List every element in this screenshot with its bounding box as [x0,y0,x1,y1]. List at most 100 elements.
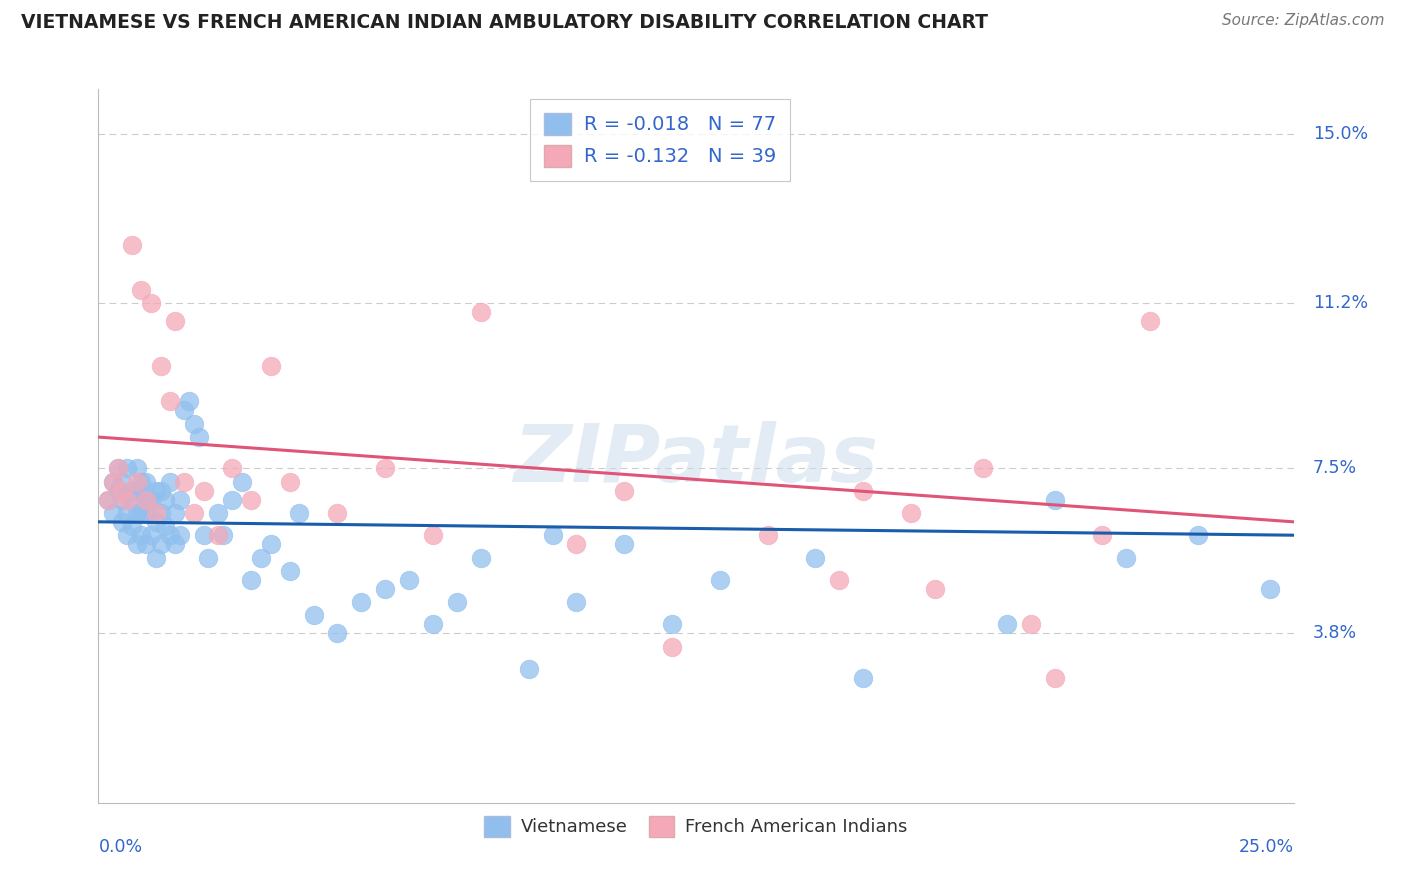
Point [374,582,396,596]
Point [756,528,779,542]
Point [804,550,827,565]
Point [221,492,243,507]
Point [101,506,124,520]
Point [1139,314,1161,328]
Point [139,528,162,542]
Point [169,528,191,542]
Point [135,475,157,489]
Text: 11.2%: 11.2% [1313,294,1368,312]
Point [197,550,219,565]
Point [278,564,301,578]
Point [900,506,922,520]
Point [240,492,263,507]
Point [163,314,186,328]
Point [613,537,636,551]
Point [173,475,195,489]
Point [145,483,167,498]
Text: 7.5%: 7.5% [1313,459,1357,477]
Point [135,537,157,551]
Point [852,671,875,685]
Point [828,573,851,587]
Text: 0.0%: 0.0% [98,838,142,856]
Point [173,403,195,417]
Point [207,506,229,520]
Point [125,475,148,489]
Point [231,475,253,489]
Text: ZIPatlas: ZIPatlas [513,421,879,500]
Point [131,528,153,542]
Point [179,394,201,409]
Point [565,537,588,551]
Point [97,492,120,507]
Point [145,506,167,520]
Point [924,582,946,596]
Text: Source: ZipAtlas.com: Source: ZipAtlas.com [1222,13,1385,29]
Point [326,626,349,640]
Point [139,492,162,507]
Point [350,595,373,609]
Point [131,283,153,297]
Point [259,359,281,373]
Point [149,483,172,498]
Point [302,608,325,623]
Point [852,483,875,498]
Point [101,475,124,489]
Text: 15.0%: 15.0% [1313,125,1368,143]
Legend: Vietnamese, French American Indians: Vietnamese, French American Indians [477,808,915,844]
Point [211,528,233,542]
Point [107,461,129,475]
Point [97,492,120,507]
Point [155,492,177,507]
Point [125,461,148,475]
Point [101,475,124,489]
Point [107,483,129,498]
Point [326,506,349,520]
Point [374,461,396,475]
Point [193,528,215,542]
Point [422,528,444,542]
Point [1019,617,1042,632]
Point [187,430,209,444]
Point [115,528,138,542]
Point [278,475,301,489]
Point [145,515,167,529]
Point [125,483,148,498]
Point [111,492,134,507]
Point [155,519,177,533]
Point [159,394,181,409]
Point [135,492,157,507]
Point [115,506,138,520]
Point [111,483,134,498]
Point [111,475,134,489]
Text: VIETNAMESE VS FRENCH AMERICAN INDIAN AMBULATORY DISABILITY CORRELATION CHART: VIETNAMESE VS FRENCH AMERICAN INDIAN AMB… [21,13,988,32]
Point [149,359,172,373]
Point [159,528,181,542]
Point [131,475,153,489]
Point [565,595,588,609]
Point [169,492,191,507]
Point [613,483,636,498]
Point [995,617,1018,632]
Point [111,515,134,529]
Point [661,617,683,632]
Point [446,595,468,609]
Point [1043,492,1066,507]
Point [135,492,157,507]
Point [221,461,243,475]
Point [1115,550,1137,565]
Point [145,550,167,565]
Point [207,528,229,542]
Point [1187,528,1209,542]
Point [163,537,186,551]
Point [125,506,148,520]
Point [183,506,205,520]
Point [1091,528,1114,542]
Point [398,573,420,587]
Point [661,640,683,654]
Point [121,483,143,498]
Point [121,492,143,507]
Point [139,296,162,310]
Point [288,506,311,520]
Point [149,506,172,520]
Point [183,417,205,431]
